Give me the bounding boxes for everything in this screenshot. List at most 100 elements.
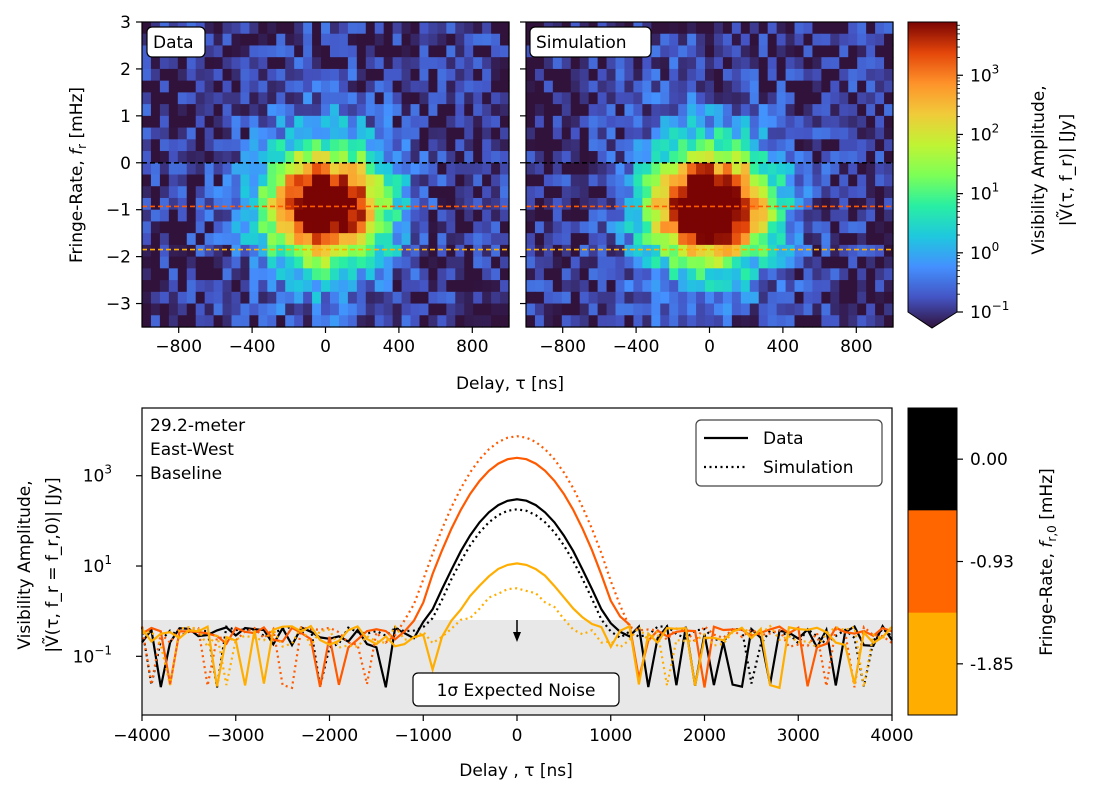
heatmap-cell — [857, 139, 867, 152]
heatmap-cell — [464, 92, 474, 105]
heatmap-cell — [464, 209, 474, 223]
heatmap-cell — [570, 68, 581, 82]
heatmap-cell — [482, 186, 492, 199]
heatmap-cell — [186, 174, 197, 187]
heatmap-cell — [312, 233, 322, 246]
heatmap-cell — [464, 174, 474, 187]
x-tick-label: −2000 — [301, 726, 359, 746]
x-tick-label: 0 — [512, 726, 523, 746]
heatmap-cell — [633, 162, 643, 176]
heatmap-cell — [669, 315, 679, 328]
heatmap-cell — [588, 57, 599, 70]
heatmap-cell — [785, 315, 796, 328]
heatmap-cell — [776, 280, 787, 293]
heatmap-cell — [740, 315, 751, 328]
heatmap-cell — [740, 115, 751, 129]
heatmap-cell — [687, 151, 697, 164]
heatmap-cell — [347, 151, 358, 164]
heatmap-cell — [455, 256, 465, 269]
heatmap-cell — [482, 33, 492, 47]
heatmap-cell — [615, 268, 626, 281]
heatmap-cell — [884, 162, 894, 176]
heatmap-cell — [401, 315, 412, 328]
heatmap-cell — [767, 209, 778, 223]
heatmap-cell — [848, 209, 858, 223]
heatmap-cell — [419, 22, 430, 35]
heatmap-cell — [473, 233, 483, 246]
heatmap-cell — [696, 162, 706, 176]
heatmap-cell — [794, 256, 805, 269]
heatmap-cell — [633, 221, 643, 234]
heatmap-cell — [651, 291, 661, 305]
heatmap-cell — [347, 68, 358, 82]
heatmap-cell — [249, 80, 259, 93]
heatmap-cell — [687, 22, 697, 35]
heatmap-cell — [321, 33, 331, 47]
heatmap-cell — [365, 244, 376, 258]
heatmap-cell — [142, 57, 152, 70]
heatmap-cell — [455, 57, 465, 70]
heatmap-cell — [428, 280, 438, 293]
heatmap-cell — [347, 233, 358, 246]
heatmap-cell — [651, 92, 661, 105]
heatmap-cell — [150, 209, 161, 223]
heatmap-cell — [419, 209, 430, 223]
heatmap-cell — [374, 139, 385, 152]
heatmap-cell — [615, 80, 626, 93]
heatmap-cell — [749, 104, 760, 117]
heatmap-cell — [365, 256, 376, 269]
heatmap-cell — [204, 57, 215, 70]
heatmap-cell — [338, 57, 349, 70]
heatmap-cell — [821, 315, 831, 328]
heatmap-cell — [410, 104, 421, 117]
heatmap-cell — [821, 151, 831, 164]
heatmap-cell — [473, 174, 483, 187]
heatmap-cell — [588, 233, 599, 246]
heatmap-cell — [561, 80, 572, 93]
heatmap-cell — [534, 104, 545, 117]
heatmap-cell — [321, 174, 331, 187]
heatmap-cell — [392, 92, 403, 105]
heatmap-cell — [249, 256, 259, 269]
colorbar-tick-label: -0.93 — [970, 553, 1014, 573]
heatmap-cell — [606, 186, 617, 199]
heatmap-cell — [758, 151, 769, 164]
heatmap-cell — [338, 33, 349, 47]
heatmap-cell — [500, 197, 510, 211]
heatmap-cell — [347, 45, 358, 58]
heatmap-cell — [500, 45, 510, 58]
heatmap-cell — [633, 244, 643, 258]
noise-label: 1σ Expected Noise — [437, 681, 596, 701]
heatmap-cell — [830, 115, 840, 129]
heatmap-cell — [696, 233, 706, 246]
heatmap-cell — [803, 280, 814, 293]
heatmap-cell — [222, 256, 233, 269]
heatmap-cell — [383, 186, 394, 199]
heatmap-cell — [561, 280, 572, 293]
heatmap-cell — [294, 68, 304, 82]
heatmap-cell — [204, 151, 215, 164]
heatmap-cell — [624, 233, 635, 246]
heatmap-cell — [222, 303, 233, 316]
heatmap-cell — [150, 139, 161, 152]
heatmap-cell — [383, 174, 394, 187]
heatmap-cell — [222, 197, 233, 211]
heatmap-cell — [767, 68, 778, 82]
x-tick-label: 3000 — [777, 726, 820, 746]
heatmap-cell — [168, 104, 179, 117]
heatmap-cell — [321, 233, 331, 246]
heatmap-cell — [285, 174, 295, 187]
heatmap-cell — [767, 151, 778, 164]
heatmap-cell — [624, 244, 635, 258]
heatmap-cell — [321, 244, 331, 258]
heatmap-simulation — [526, 22, 894, 328]
heatmap-cell — [491, 186, 501, 199]
heatmap-data-x-ticks: −800 −400 0 400 800 — [155, 327, 489, 357]
heatmap-cell — [839, 209, 849, 223]
heatmap-cell — [615, 92, 626, 105]
heatmap-cell — [776, 303, 787, 316]
heatmap-cell — [276, 244, 286, 258]
heatmap-cell — [875, 45, 885, 58]
heatmap-cell — [177, 115, 188, 129]
heatmap-cell — [365, 174, 376, 187]
